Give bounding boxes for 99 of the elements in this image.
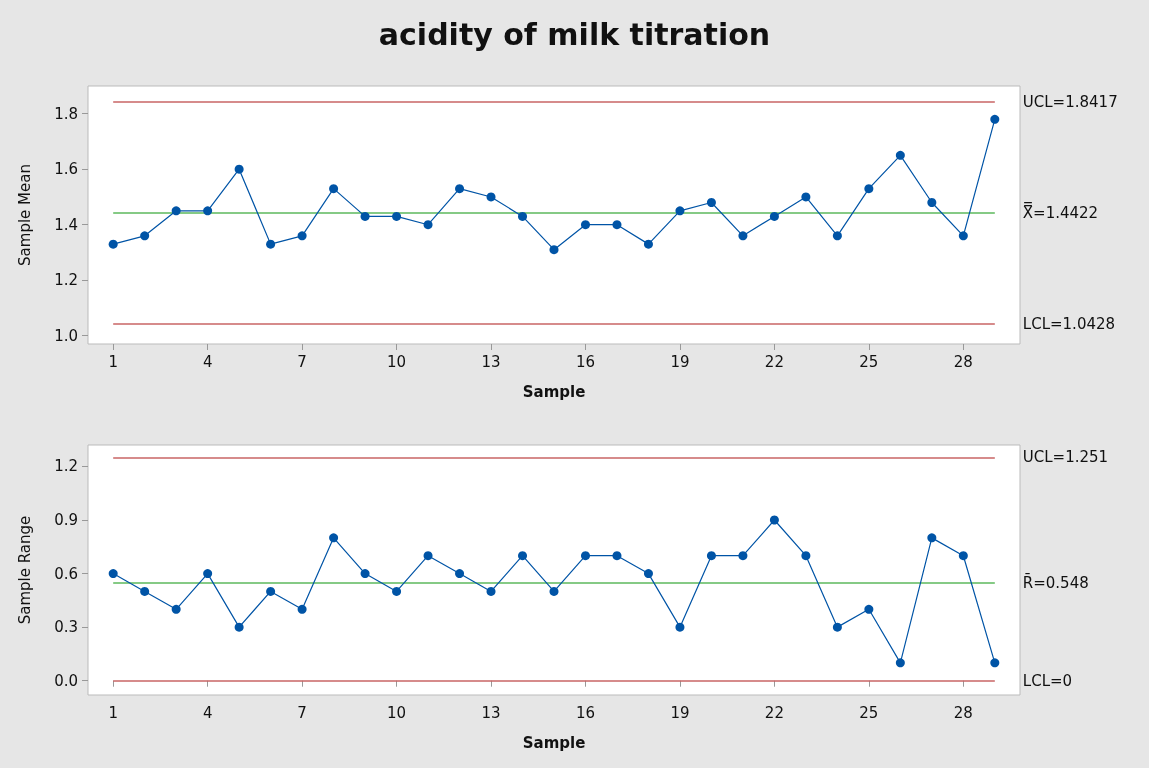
point — [266, 239, 276, 249]
y-axis-title: Sample Mean — [15, 164, 34, 266]
x-tick-label: 7 — [297, 703, 307, 722]
point — [801, 192, 811, 202]
point — [329, 184, 339, 194]
ref-line-label: LCL=0 — [1022, 671, 1073, 690]
point — [864, 184, 874, 194]
point — [832, 622, 842, 632]
point — [612, 551, 622, 561]
x-tick-label: 22 — [764, 352, 784, 371]
x-tick-label: 13 — [481, 703, 501, 722]
point — [518, 551, 528, 561]
point — [675, 206, 685, 216]
point — [108, 569, 118, 579]
point — [769, 211, 779, 221]
point — [329, 533, 339, 543]
x-tick-label: 1 — [108, 703, 118, 722]
y-tick-label: 1.8 — [54, 104, 78, 123]
point — [581, 551, 590, 561]
point — [643, 569, 653, 579]
point — [864, 604, 874, 614]
x-tick-label: 28 — [953, 352, 973, 371]
point — [266, 586, 276, 596]
x-tick-label: 19 — [670, 352, 690, 371]
ref-line-label: UCL=1.8417 — [1022, 93, 1118, 112]
point — [518, 211, 528, 221]
y-tick-label: 0.6 — [54, 564, 78, 583]
x-tick-label: 28 — [953, 703, 973, 722]
point — [234, 622, 244, 632]
y-tick-label: 0.3 — [54, 618, 78, 637]
x-tick-label: 25 — [859, 703, 879, 722]
point — [675, 622, 685, 632]
x-tick-label: 16 — [575, 703, 596, 722]
y-tick-label: 0.9 — [54, 511, 78, 529]
x-tick-label: 13 — [481, 352, 501, 371]
ref-line-label: R̄=0.548 — [1022, 573, 1089, 592]
point — [486, 192, 496, 202]
x-tick-label: 22 — [764, 703, 784, 722]
point — [706, 551, 716, 561]
point — [486, 586, 496, 596]
ref-line-label: LCL=1.0428 — [1022, 314, 1116, 333]
y-tick-label: 1.0 — [54, 326, 78, 345]
point — [832, 231, 842, 241]
x-tick-label: 4 — [202, 703, 213, 722]
point — [990, 658, 1000, 668]
chart-title: acidity of milk titration — [378, 16, 771, 52]
point — [108, 239, 118, 249]
point — [360, 569, 370, 579]
point — [423, 551, 433, 561]
point — [297, 604, 307, 614]
point — [958, 551, 968, 561]
y-axis-title: Sample Range — [15, 515, 34, 625]
point — [895, 150, 905, 160]
point — [203, 569, 213, 579]
point — [455, 184, 465, 194]
point — [171, 206, 181, 216]
ref-line-label: X̿=1.4422 — [1022, 202, 1099, 222]
x-axis-title: Sample — [522, 733, 586, 752]
y-tick-label: 1.2 — [54, 271, 78, 290]
point — [895, 658, 905, 668]
point — [927, 198, 937, 208]
x-tick-label: 7 — [297, 352, 307, 371]
point — [612, 220, 622, 230]
point — [581, 220, 590, 230]
x-tick-label: 19 — [670, 703, 690, 722]
x-tick-label: 4 — [202, 352, 213, 371]
x-tick-label: 25 — [859, 352, 879, 371]
point — [738, 551, 748, 561]
point — [738, 231, 748, 241]
point — [392, 211, 402, 221]
y-tick-label: 1.6 — [54, 160, 78, 179]
x-tick-label: 10 — [387, 703, 407, 722]
y-tick-label: 1.2 — [54, 457, 78, 476]
point — [360, 211, 370, 221]
x-tick-label: 1 — [108, 352, 118, 371]
point — [643, 239, 653, 249]
point — [927, 533, 937, 543]
point — [203, 206, 213, 216]
point — [234, 164, 244, 174]
point — [549, 245, 559, 255]
x-tick-label: 10 — [387, 352, 407, 371]
y-tick-label: 0.0 — [54, 671, 78, 690]
ref-line-label: UCL=1.251 — [1022, 448, 1109, 467]
point — [990, 114, 1000, 124]
point — [455, 569, 465, 579]
point — [140, 586, 150, 596]
point — [297, 231, 307, 241]
point — [549, 586, 559, 596]
point — [171, 604, 181, 614]
point — [801, 551, 811, 561]
point — [706, 198, 716, 208]
point — [423, 220, 433, 230]
point — [769, 515, 779, 525]
x-tick-label: 16 — [575, 352, 596, 371]
point — [140, 231, 150, 241]
x-axis-title: Sample — [522, 382, 586, 401]
point — [392, 586, 402, 596]
y-tick-label: 1.4 — [54, 215, 78, 234]
point — [958, 231, 968, 241]
